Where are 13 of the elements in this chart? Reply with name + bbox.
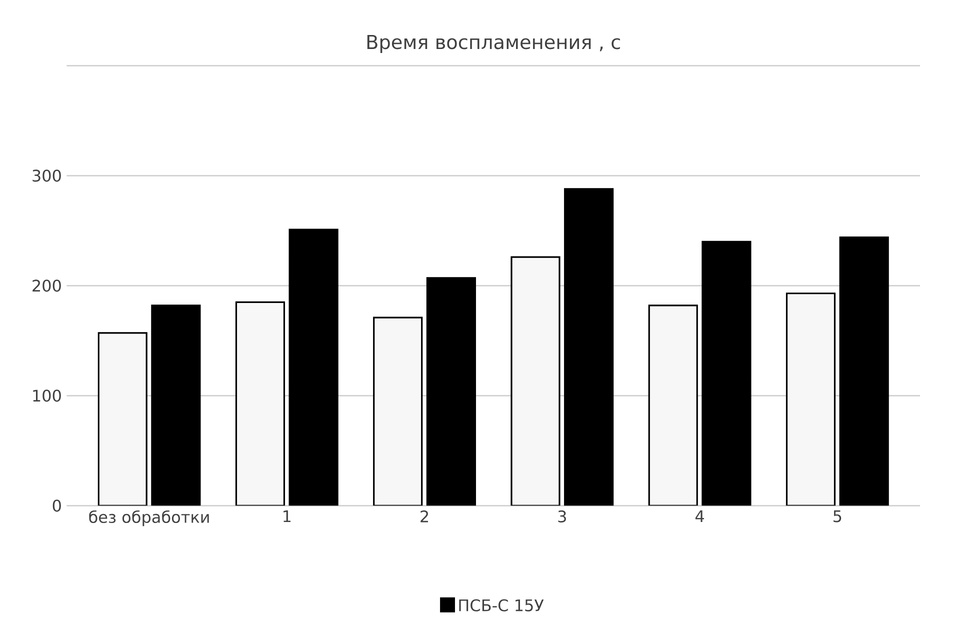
x-tick-label: 4 [695, 510, 704, 522]
x-tick-label: 1 [284, 510, 290, 522]
x-tick-label: 3 [558, 510, 566, 522]
y-tick-label: 200 [32, 280, 61, 292]
bar [786, 292, 836, 506]
legend-label: ПСБ-С 15У [459, 599, 544, 612]
x-tick-label: без обработки [89, 510, 209, 526]
y-tick-label: 0 [52, 500, 61, 512]
y-tick-label: 300 [32, 170, 61, 182]
x-tick-label: 5 [834, 510, 842, 522]
x-tick-label: 2 [420, 510, 428, 522]
y-tick-label: 100 [33, 390, 61, 402]
chart-title: Время воспламенения , с [367, 34, 620, 53]
